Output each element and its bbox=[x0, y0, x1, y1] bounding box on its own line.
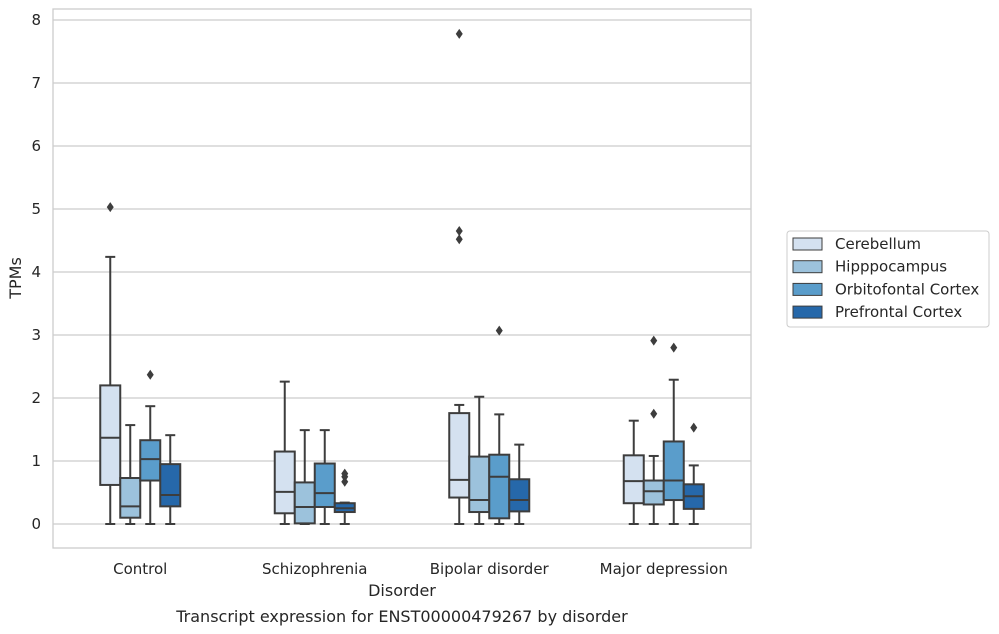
box-group bbox=[293, 429, 316, 525]
chart-title: Transcript expression for ENST0000047926… bbox=[175, 607, 628, 626]
outlier-point bbox=[495, 325, 503, 336]
outlier-point bbox=[650, 408, 658, 419]
legend-label: Orbitofontal Cortex bbox=[835, 280, 979, 298]
box-group bbox=[99, 202, 122, 525]
y-tick-label: 0 bbox=[31, 515, 41, 533]
box bbox=[642, 479, 665, 506]
x-tick-label: Control bbox=[113, 560, 167, 578]
legend-swatch bbox=[792, 260, 823, 274]
y-tick-labels: 0 1 2 3 4 5 6 7 8 bbox=[31, 11, 41, 533]
legend: Cerebellum Hipppocampus Orbitofontal Corte… bbox=[786, 230, 990, 328]
box-group bbox=[139, 369, 162, 525]
box-group bbox=[682, 422, 705, 525]
legend-label: Prefrontal Cortex bbox=[835, 303, 962, 321]
box-group bbox=[159, 434, 182, 525]
legend-frame bbox=[786, 230, 990, 328]
box-group bbox=[622, 419, 645, 525]
box-group bbox=[642, 335, 665, 525]
outlier-point bbox=[650, 335, 658, 346]
box-group bbox=[488, 325, 511, 525]
box-group bbox=[119, 424, 142, 525]
box bbox=[468, 455, 491, 514]
outlier-point bbox=[690, 422, 698, 433]
outlier-point bbox=[106, 202, 114, 213]
box bbox=[159, 463, 182, 508]
y-tick-label: 3 bbox=[31, 326, 41, 344]
box-group bbox=[273, 380, 296, 525]
box bbox=[139, 439, 162, 482]
box bbox=[448, 412, 471, 499]
outlier-point bbox=[341, 476, 349, 487]
box bbox=[273, 450, 296, 515]
x-tick-label: Bipolar disorder bbox=[430, 560, 550, 578]
y-tick-label: 4 bbox=[31, 263, 41, 281]
outlier-point bbox=[341, 468, 349, 479]
box-group bbox=[468, 395, 491, 525]
y-tick-label: 6 bbox=[31, 137, 41, 155]
y-axis-title: TPMs bbox=[6, 257, 25, 300]
y-tick-label: 8 bbox=[31, 11, 41, 29]
x-axis-title: Disorder bbox=[368, 581, 436, 600]
y-tick-label: 5 bbox=[31, 200, 41, 218]
box bbox=[488, 453, 511, 520]
box-group bbox=[508, 443, 531, 525]
y-tick-label: 7 bbox=[31, 74, 41, 92]
legend-label: Hipppocampus bbox=[835, 258, 947, 276]
outlier-point bbox=[146, 369, 154, 380]
outlier-point bbox=[455, 226, 463, 237]
box bbox=[662, 440, 685, 502]
x-tick-labels: Control Schizophrenia Bipolar disorder Majo… bbox=[113, 560, 728, 578]
x-tick-label: Major depression bbox=[600, 560, 728, 578]
box bbox=[622, 454, 645, 505]
box-group bbox=[333, 468, 356, 525]
outlier-point bbox=[455, 234, 463, 245]
box bbox=[293, 481, 316, 525]
box bbox=[508, 478, 531, 513]
box-group bbox=[448, 28, 471, 525]
legend-swatch bbox=[792, 305, 823, 319]
y-tick-label: 2 bbox=[31, 389, 41, 407]
legend-swatch bbox=[792, 282, 823, 296]
box bbox=[313, 462, 336, 508]
outlier-point bbox=[670, 342, 678, 353]
legend-swatch bbox=[792, 237, 823, 251]
plot-frame bbox=[52, 8, 752, 549]
x-tick-label: Schizophrenia bbox=[262, 560, 367, 578]
y-tick-label: 1 bbox=[31, 452, 41, 470]
box bbox=[99, 384, 122, 486]
legend-label: Cerebellum bbox=[835, 235, 921, 253]
box-group bbox=[313, 429, 336, 525]
outlier-point bbox=[455, 28, 463, 39]
box bbox=[119, 477, 142, 519]
box-plots bbox=[99, 28, 705, 525]
box-group bbox=[662, 342, 685, 525]
